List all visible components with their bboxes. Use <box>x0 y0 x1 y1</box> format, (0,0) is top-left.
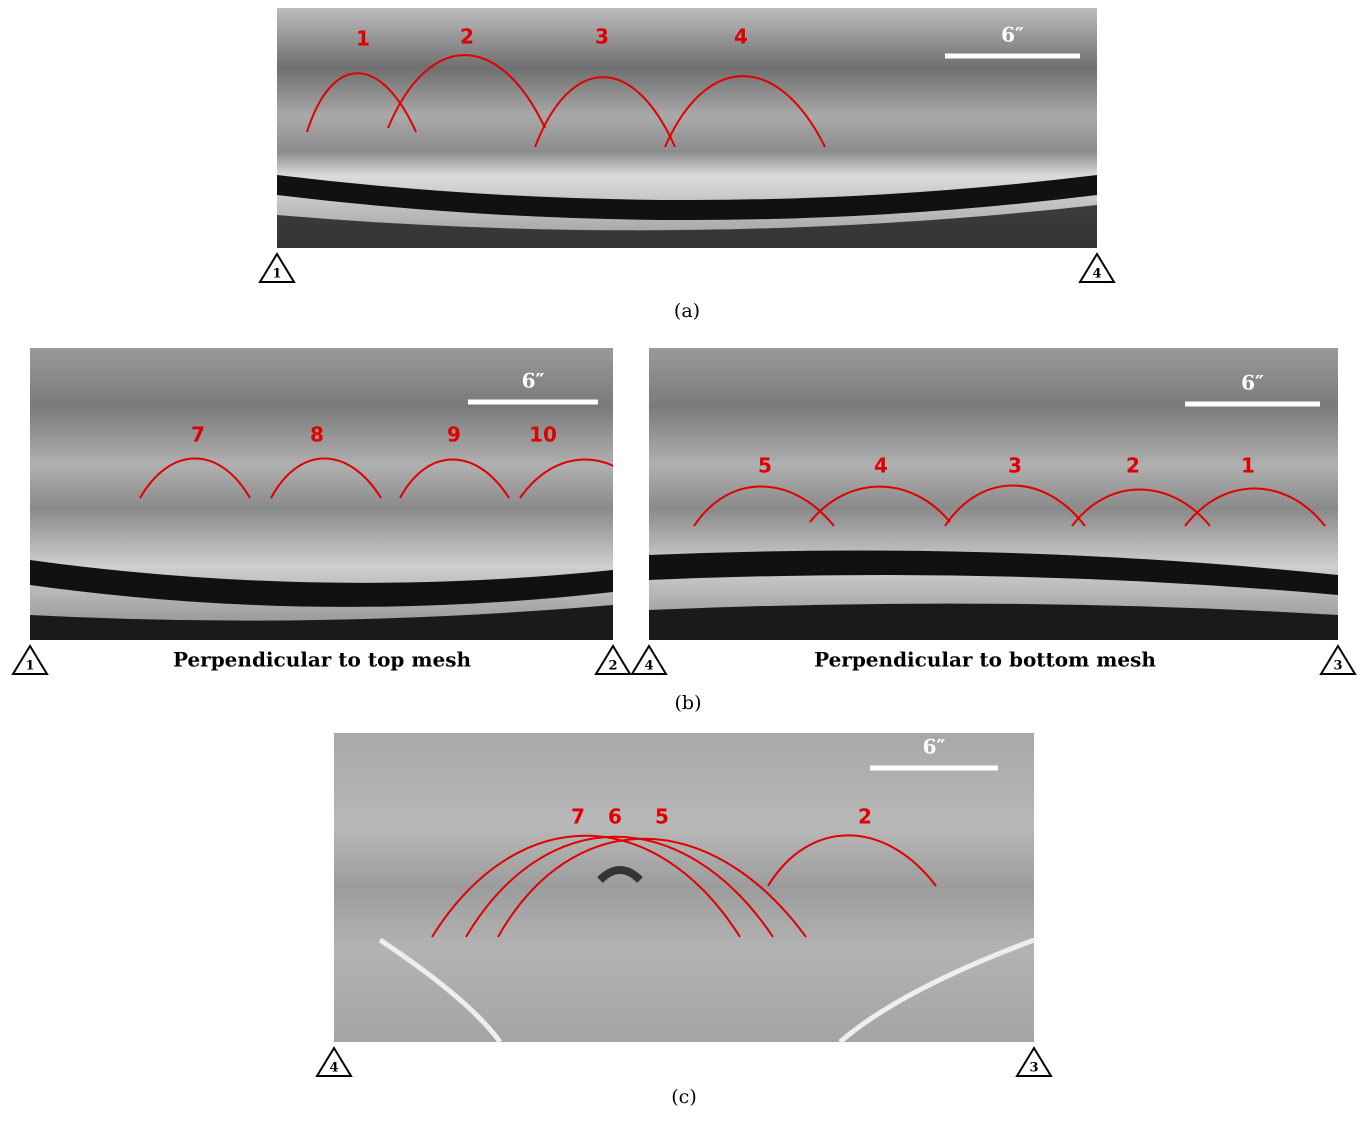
scale-label: 6″ <box>1241 371 1264 395</box>
hyperbola-label: 7 <box>571 805 585 829</box>
hyperbola-label: 4 <box>734 25 748 49</box>
rebar-band <box>30 560 613 607</box>
corner-label: 3 <box>1029 1061 1038 1076</box>
reflection <box>378 937 1035 1044</box>
subtitle: Perpendicular to bottom mesh <box>814 648 1156 672</box>
corner-label: 1 <box>272 267 281 282</box>
hyperbola-label: 10 <box>529 423 557 447</box>
subtitle: Perpendicular to top mesh <box>173 648 472 672</box>
rebar-band <box>277 175 1097 220</box>
corner-marker <box>1078 252 1116 283</box>
hyperbola <box>399 458 510 499</box>
scale-label: 6″ <box>923 735 946 759</box>
hyperbola <box>693 485 835 527</box>
hyperbola-label: 7 <box>191 423 205 447</box>
corner-label: 4 <box>1092 267 1101 282</box>
scale-label: 6″ <box>522 369 545 393</box>
hyperbola-label: 5 <box>655 805 669 829</box>
hyperbola-label: 2 <box>1126 454 1140 478</box>
hyperbola <box>1184 487 1326 527</box>
rebar-band <box>277 205 1097 248</box>
scan-image <box>649 348 1338 640</box>
hyperbola <box>767 834 937 887</box>
scan-image <box>334 733 1034 1042</box>
caption: (b) <box>675 692 702 714</box>
hyperbola-label: 2 <box>858 805 872 829</box>
hyperbola <box>519 458 613 499</box>
hyperbola-label: 1 <box>1241 454 1255 478</box>
caption: (a) <box>674 300 700 322</box>
corner-label: 3 <box>1333 659 1342 674</box>
hyperbola <box>497 837 807 938</box>
corner-marker <box>258 252 296 283</box>
hyperbola-label: 1 <box>356 27 370 51</box>
hyperbola-label: 4 <box>874 454 888 478</box>
hyperbola-label: 5 <box>758 454 772 478</box>
hyperbola <box>431 834 741 938</box>
rebar-band <box>649 550 1338 595</box>
scale-label: 6″ <box>1001 23 1024 47</box>
hyperbola-label: 3 <box>1008 454 1022 478</box>
corner-marker <box>315 1046 353 1077</box>
hyperbola <box>1071 488 1211 527</box>
hyperbola-label: 2 <box>460 25 474 49</box>
hyperbola <box>465 835 774 938</box>
hyperbola <box>809 485 951 523</box>
hyperbola <box>306 72 417 133</box>
corner-marker <box>630 644 668 675</box>
caption: (c) <box>671 1086 696 1108</box>
hyperbola <box>944 484 1086 527</box>
scan-backgrounds <box>30 8 1338 1044</box>
hyperbola-label: 3 <box>595 25 609 49</box>
hyperbola <box>534 76 676 148</box>
hyperbola <box>139 457 251 499</box>
annotations: (a) 6″ 1 2 3 4 1 4 (b) 6″ 7 8 9 10 1 2 Perpendicular to … <box>11 23 1357 1108</box>
rebar-band <box>30 605 613 640</box>
corner-label: 4 <box>329 1061 338 1076</box>
hyperbola-label: 6 <box>608 805 622 829</box>
hyperbola <box>270 457 382 499</box>
corner-label: 2 <box>608 659 617 674</box>
corner-marker <box>1319 644 1357 675</box>
hyperbola <box>387 54 546 129</box>
hyperbola-label: 9 <box>447 423 461 447</box>
rebar-band <box>649 603 1338 640</box>
reflection <box>597 866 643 883</box>
corner-label: 4 <box>644 659 653 674</box>
corner-label: 1 <box>25 659 34 674</box>
hyperbola-label: 8 <box>310 423 324 447</box>
hyperbola <box>664 75 826 148</box>
corner-marker <box>594 644 632 675</box>
corner-marker <box>11 644 49 675</box>
corner-marker <box>1015 1046 1053 1077</box>
